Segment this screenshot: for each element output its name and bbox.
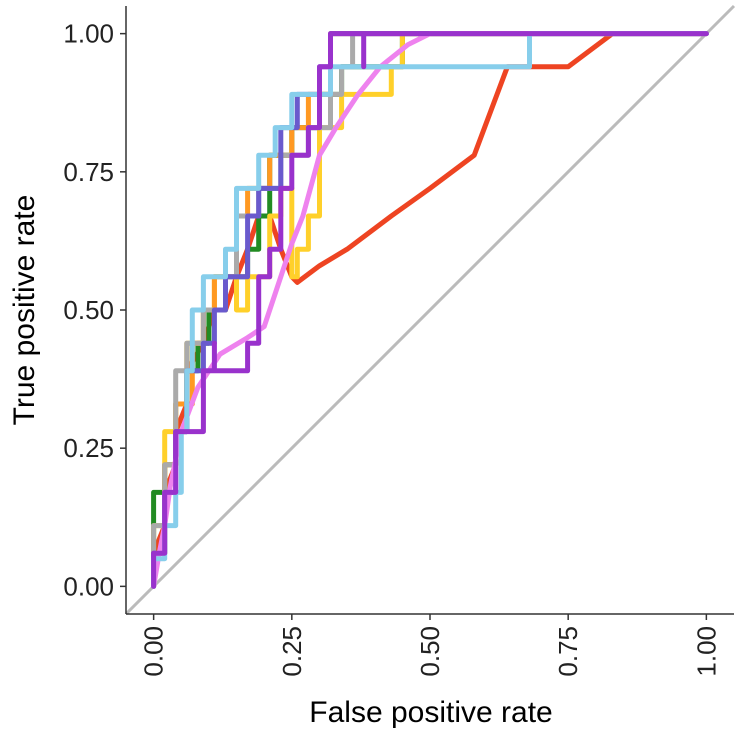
x-tick-label: 0.75 — [553, 626, 583, 677]
diagonal-reference-line — [124, 4, 736, 616]
series-layer — [151, 31, 709, 589]
x-tick-label: 1.00 — [691, 626, 721, 677]
axis-layer: 0.00 0.25 0.50 0.75 1.00 0.00 0.25 0.50 0.75 1.00 — [63, 6, 734, 677]
x-tick-label: 0.25 — [277, 626, 307, 677]
y-tick-label: 0.25 — [63, 433, 114, 463]
y-tick-label: 1.00 — [63, 19, 114, 49]
x-axis-title: False positive rate — [309, 696, 552, 729]
y-axis-title: True positive rate — [8, 195, 41, 426]
x-tick-label: 0.50 — [415, 626, 445, 677]
y-tick-label: 0.50 — [63, 295, 114, 325]
diagonal-layer — [124, 4, 736, 616]
roc-curve-9 — [151, 31, 709, 589]
y-tick-label: 0.00 — [63, 571, 114, 601]
x-tick-label: 0.00 — [139, 626, 169, 677]
y-tick-label: 0.75 — [63, 157, 114, 187]
